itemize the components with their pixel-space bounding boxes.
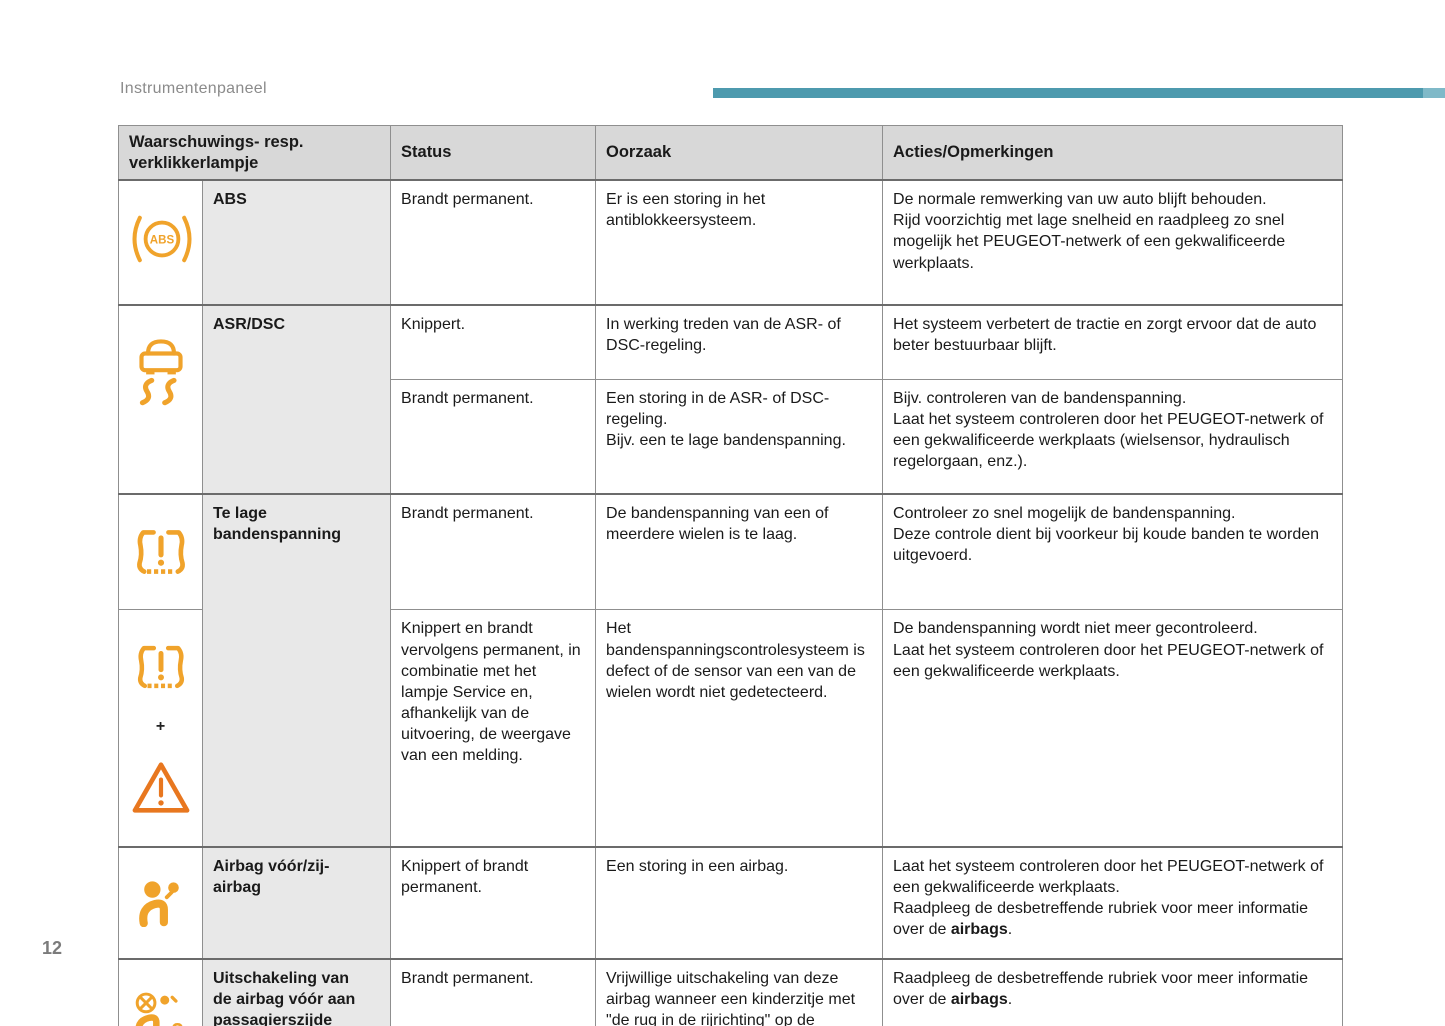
row-tyre-pressure-1: Te lage bandenspanning Brandt permanent.… xyxy=(118,493,1344,848)
col-header-lamp: Waarschuwings- resp. verklikkerlampje xyxy=(117,125,392,181)
lamp-name-abs: ABS xyxy=(201,179,392,306)
accent-bar xyxy=(713,88,1445,98)
actions-bold-term: airbags xyxy=(950,921,1008,939)
actions-cell: Laat het systeem controleren door het PE… xyxy=(882,846,1344,960)
row-tyre-pressure-2: + Knippert en brandt vervolgens permanen… xyxy=(118,609,1344,848)
actions-cell: Het systeem verbetert de tractie en zorg… xyxy=(882,304,1344,380)
row-airbag: Airbag vóór/zij- airbag Knippert of bran… xyxy=(118,846,1344,960)
col-header-status: Status xyxy=(390,125,597,181)
col-header-cause: Oorzaak xyxy=(595,125,884,181)
cause-cell: Een storing in de ASR- of DSC-regeling. … xyxy=(595,378,884,495)
lamp-name-tyre-pressure: Te lage bandenspanning xyxy=(201,493,392,848)
svg-text:ABS: ABS xyxy=(150,235,175,247)
airbag-warning-icon xyxy=(138,881,179,928)
lamp-name-passenger-airbag-off: Uitschakeling van de airbag vóór aan pas… xyxy=(201,958,392,1026)
asr-dsc-lamp-cell xyxy=(118,304,203,495)
col-header-actions: Acties/Opmerkingen xyxy=(882,125,1344,181)
cause-cell: Het bandenspanningscontrolesysteem is de… xyxy=(595,609,884,848)
airbag-lamp-cell xyxy=(118,846,203,960)
row-passenger-airbag-off: 2 Uitschakeling van de airbag vóór aan p… xyxy=(118,958,1344,1026)
page-title: Instrumentenpaneel xyxy=(120,80,267,97)
row-asr-dsc-1: ASR/DSC Knippert. In werking treden van … xyxy=(118,304,1344,495)
plus-separator: + xyxy=(155,717,166,735)
tyre-pressure-warning-icon xyxy=(137,645,184,688)
actions-text-end: . xyxy=(1007,921,1013,939)
lamp-name-airbag: Airbag vóór/zij- airbag xyxy=(201,846,392,960)
warning-lamps-table: Waarschuwings- resp. verklikkerlampje St… xyxy=(117,125,1344,1026)
row-asr-dsc-2: Brandt permanent. Een storing in de ASR-… xyxy=(119,378,1344,495)
status-cell: Brandt permanent. xyxy=(390,378,597,495)
cause-cell: Vrijwillige uitschakeling van deze airba… xyxy=(595,958,884,1026)
row-abs: ABS ABS Brandt permanent. Er is een stor… xyxy=(118,179,1344,306)
actions-cell: De bandenspanning wordt niet meer gecont… xyxy=(882,609,1344,848)
cause-cell: Er is een storing in het antiblokkeersys… xyxy=(595,179,884,306)
actions-cell: Raadpleeg de desbetreffende rubriek voor… xyxy=(882,958,1344,1026)
cause-cell: De bandenspanning van een of meerdere wi… xyxy=(595,493,884,611)
actions-text: Laat het systeem controleren door het PE… xyxy=(893,858,1324,939)
warning-triangle-icon xyxy=(132,762,189,813)
lamp-name-asr-dsc: ASR/DSC xyxy=(201,304,392,495)
cause-cell: In werking treden van de ASR- of DSC-reg… xyxy=(595,304,884,380)
actions-cell: Controleer zo snel mogelijk de bandenspa… xyxy=(882,493,1344,611)
actions-text: Raadpleeg de desbetreffende rubriek voor… xyxy=(893,970,1309,1009)
status-cell: Knippert en brandt vervolgens permanent,… xyxy=(390,609,597,848)
abs-lamp-cell: ABS xyxy=(118,179,203,306)
svg-text:2: 2 xyxy=(171,1019,183,1026)
status-cell: Brandt permanent. xyxy=(390,958,597,1026)
actions-cell: De normale remwerking van uw auto blijft… xyxy=(882,179,1344,306)
actions-cell: Bijv. controleren van de bandenspanning.… xyxy=(882,378,1344,495)
status-cell: Brandt permanent. xyxy=(390,179,597,306)
status-cell: Knippert of brandt permanent. xyxy=(390,846,597,960)
passenger-airbag-off-lamp-cell: 2 xyxy=(118,958,203,1026)
passenger-airbag-off-icon: 2 xyxy=(135,992,183,1026)
tyre-pressure-lamp-cell xyxy=(118,493,203,611)
actions-text-end: . xyxy=(1007,991,1013,1009)
abs-warning-icon: ABS xyxy=(132,216,192,263)
cause-cell: Een storing in een airbag. xyxy=(595,846,884,960)
asr-dsc-warning-icon xyxy=(138,339,183,406)
status-cell: Brandt permanent. xyxy=(390,493,597,611)
status-cell: Knippert. xyxy=(390,304,597,380)
tyre-pressure-warning-icon xyxy=(136,530,185,575)
page-number: 12 xyxy=(42,938,63,958)
tyre-pressure-service-lamp-cell: + xyxy=(118,609,203,848)
actions-bold-term: airbags xyxy=(950,991,1008,1009)
table-header-row: Waarschuwings- resp. verklikkerlampje St… xyxy=(117,125,1344,181)
